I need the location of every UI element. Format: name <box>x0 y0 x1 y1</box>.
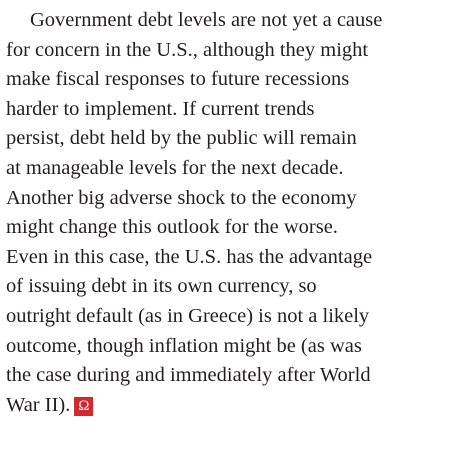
text-line: Even in this case, the U.S. has the adva… <box>6 243 459 273</box>
text-line: make fiscal responses to future recessio… <box>6 65 459 95</box>
line-text: harder to implement. If current trends <box>6 97 315 120</box>
line-text: Government debt levels are not yet a cau… <box>30 9 383 31</box>
line-text: make fiscal responses to future recessio… <box>6 68 350 91</box>
text-line: persist, debt held by the public will re… <box>6 124 459 154</box>
line-text: outcome, though inflation might be (as w… <box>6 334 362 357</box>
text-line: harder to implement. If current trends <box>6 95 459 125</box>
line-text: the case during and immediately after Wo… <box>6 364 371 387</box>
text-line: War II). Ω <box>6 391 459 421</box>
text-line: for concern in the U.S., although they m… <box>6 36 459 66</box>
line-text: persist, debt held by the public will re… <box>6 127 357 150</box>
line-text: Even in this case, the U.S. has the adva… <box>6 245 373 268</box>
text-line: might change this outlook for the worse. <box>6 213 459 243</box>
text-line: Government debt levels are not yet a cau… <box>6 6 459 36</box>
text-line: outcome, though inflation might be (as w… <box>6 332 459 362</box>
line-text: Another big adverse shock to the economy <box>6 186 357 209</box>
text-line: Another big adverse shock to the economy <box>6 184 459 214</box>
text-line: outright default (as in Greece) is not a… <box>6 302 459 332</box>
line-text: of issuing debt in its own currency, so <box>6 275 317 298</box>
text-line: at manageable levels for the next decade… <box>6 154 459 184</box>
line-text: might change this outlook for the worse. <box>6 216 338 239</box>
line-text: for concern in the U.S., although they m… <box>6 38 369 61</box>
line-text: War II). <box>6 393 71 416</box>
text-line: the case during and immediately after Wo… <box>6 361 459 391</box>
line-text: outright default (as in Greece) is not a… <box>6 304 370 327</box>
text-line: of issuing debt in its own currency, so <box>6 272 459 302</box>
line-text: at manageable levels for the next decade… <box>6 156 344 179</box>
end-mark: Ω <box>74 396 94 416</box>
